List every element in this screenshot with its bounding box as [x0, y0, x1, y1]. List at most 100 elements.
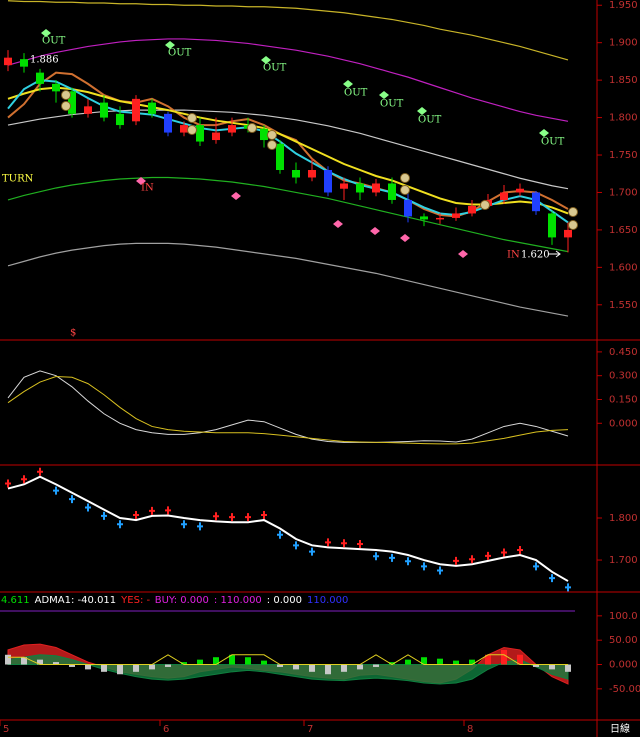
- candle-body: [500, 192, 508, 200]
- dot-mark: [341, 539, 347, 548]
- arrow: [548, 250, 561, 258]
- candle-body: [532, 192, 540, 212]
- series-line: [7, 242, 569, 317]
- bar: [133, 664, 139, 672]
- dot-mark: [261, 511, 267, 520]
- bar: [165, 664, 171, 667]
- header-item: YES: -: [120, 595, 150, 606]
- coin-icon: [187, 125, 197, 135]
- series-line: [7, 375, 569, 445]
- x-tick-label: 7: [307, 724, 313, 735]
- candle-body: [468, 205, 476, 214]
- bar: [421, 657, 427, 665]
- coin-icon: [400, 173, 410, 183]
- series-line: [7, 38, 569, 122]
- bar: [85, 664, 91, 670]
- y-tick-label: 1.800: [609, 513, 638, 524]
- signal-icon: [333, 220, 343, 228]
- signal-icon: [458, 250, 468, 258]
- dot-mark: [117, 520, 123, 529]
- header-item: ADMA1: -40.011: [35, 595, 117, 606]
- bar: [293, 664, 299, 670]
- bar: [53, 662, 59, 665]
- series-area: [7, 654, 569, 685]
- period-label: 日線: [610, 722, 630, 735]
- bar: [37, 659, 43, 665]
- dot-mark: [133, 511, 139, 520]
- candle-body: [308, 170, 316, 178]
- signal-icon: [379, 91, 389, 99]
- bar: [453, 660, 459, 665]
- dot-mark: [549, 574, 555, 583]
- candle-body: [516, 188, 524, 193]
- signal-icon: [261, 56, 271, 64]
- signal-icon: [136, 177, 146, 185]
- candle-body: [36, 72, 44, 84]
- signal-icon: [417, 107, 427, 115]
- coin-icon: [247, 123, 257, 133]
- candle-body: [132, 98, 140, 122]
- y-tick-label: 0.000: [609, 418, 638, 429]
- dot-mark: [405, 557, 411, 566]
- bar: [149, 664, 155, 670]
- bar: [533, 664, 539, 667]
- x-tick-label: 5: [3, 724, 9, 735]
- series-line: [7, 86, 569, 215]
- series-line: [7, 109, 569, 190]
- dot-mark: [229, 513, 235, 522]
- candle-body: [148, 102, 156, 114]
- signal-icon: [400, 234, 410, 242]
- x-tick-label: 8: [467, 724, 473, 735]
- coin-icon: [267, 130, 277, 140]
- dot-mark: [533, 562, 539, 571]
- dot-mark: [21, 475, 27, 484]
- y-tick-label: 1.700: [609, 187, 638, 198]
- dot-mark: [85, 503, 91, 512]
- bar: [69, 664, 75, 667]
- annotation: OUT: [541, 137, 565, 148]
- coin-icon: [187, 113, 197, 123]
- series-line: [7, 0, 569, 61]
- panel: [0, 610, 575, 685]
- bar: [485, 654, 491, 665]
- bar: [261, 660, 267, 665]
- candle-body: [52, 83, 60, 92]
- annotation: IN: [507, 250, 520, 261]
- dot-mark: [437, 566, 443, 575]
- dot-mark: [309, 547, 315, 556]
- candle-body: [356, 183, 364, 193]
- dot-mark: [245, 513, 251, 522]
- bar: [389, 662, 395, 665]
- bar: [501, 649, 507, 665]
- dot-mark: [293, 541, 299, 550]
- y-tick-label: 1.750: [609, 150, 638, 161]
- candle-body: [420, 216, 428, 220]
- candle-body: [164, 113, 172, 133]
- candle-body: [260, 128, 268, 141]
- bar: [549, 664, 555, 670]
- y-tick-label: 0.300: [609, 371, 638, 382]
- header-item: BUY: 0.000: [155, 595, 209, 606]
- dot-mark: [517, 545, 523, 554]
- signal-icon: [343, 80, 353, 88]
- signal-icon: [539, 129, 549, 137]
- bar: [117, 664, 123, 675]
- annotation: 1.886: [30, 55, 59, 66]
- annotation: IN: [141, 183, 154, 194]
- dot-mark: [373, 552, 379, 561]
- header-item: 110.000: [307, 595, 348, 606]
- annotation: OUT: [418, 115, 442, 126]
- series-line: [7, 176, 569, 253]
- annotation: OUT: [263, 63, 287, 74]
- dot-mark: [5, 479, 11, 488]
- candle-body: [4, 57, 12, 66]
- bar: [197, 659, 203, 665]
- candle-body: [116, 113, 124, 126]
- dot-mark: [389, 553, 395, 562]
- dot-mark: [37, 467, 43, 476]
- y-tick-label: -50.00: [609, 684, 640, 695]
- signal-icon: [41, 29, 51, 37]
- dot-mark: [277, 530, 283, 539]
- candle-body: [388, 183, 396, 200]
- y-tick-label: 1.800: [609, 113, 638, 124]
